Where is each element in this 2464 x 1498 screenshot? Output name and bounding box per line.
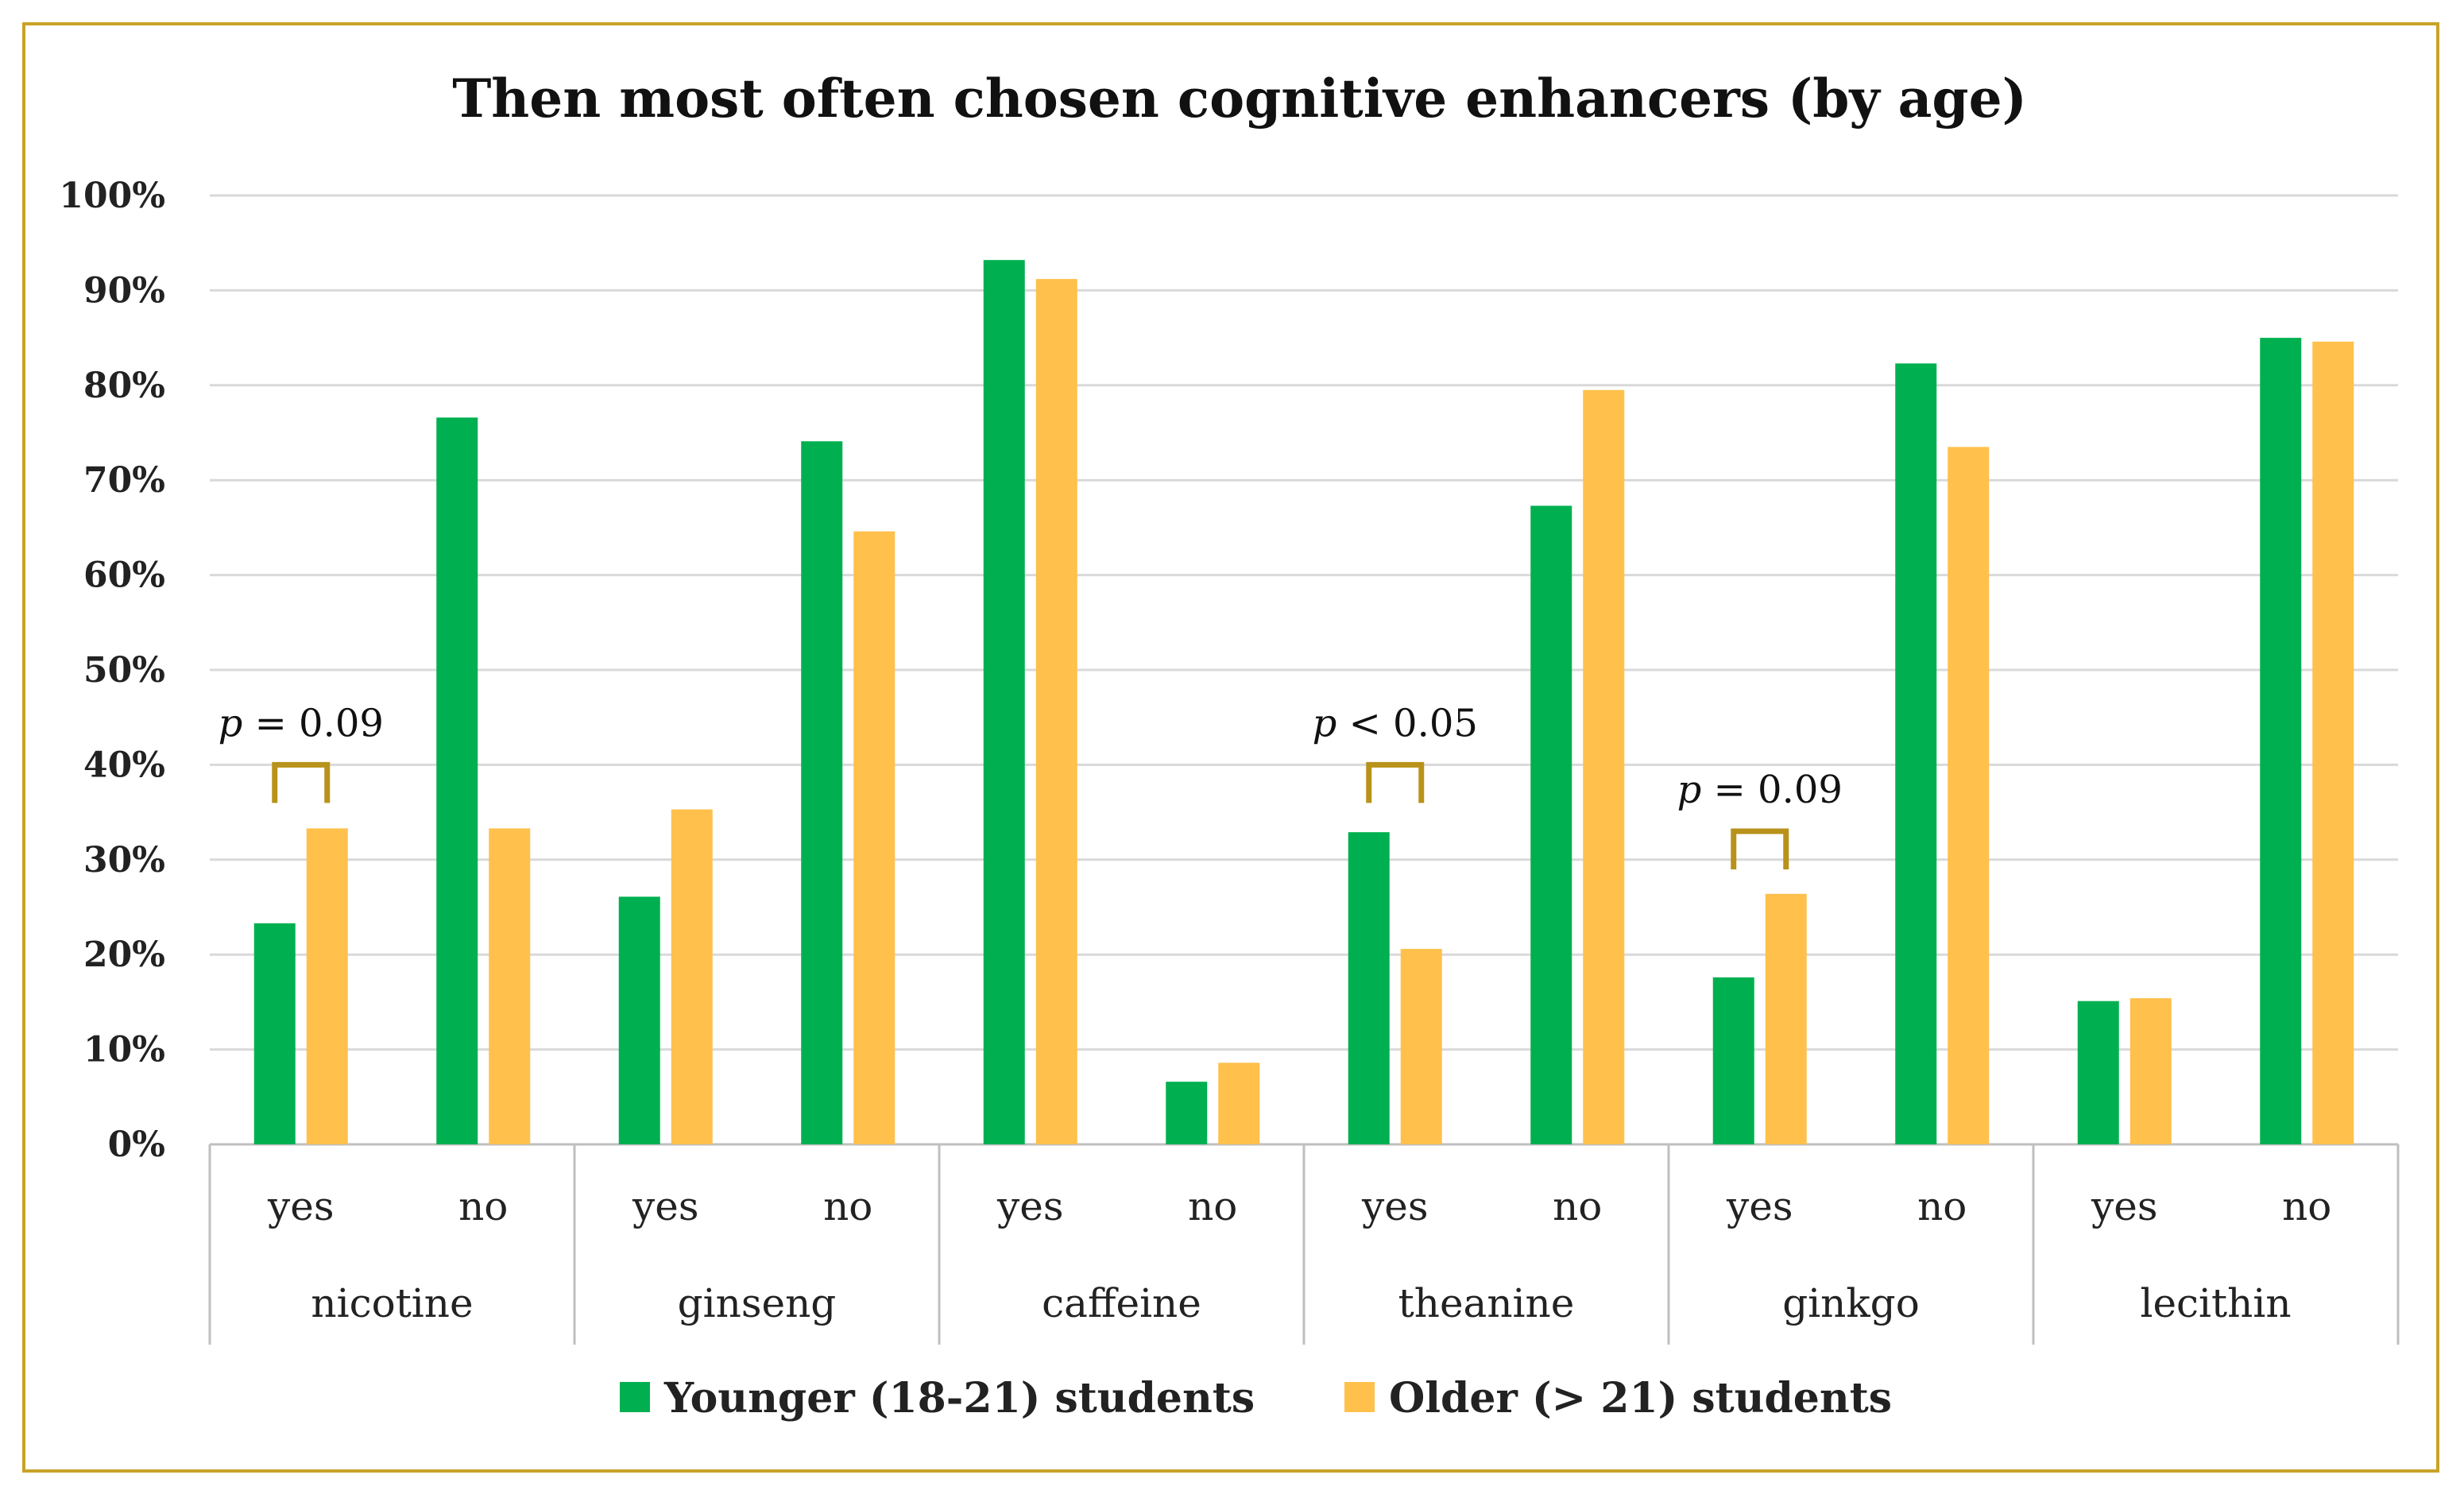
group-label: caffeine xyxy=(1042,1280,1201,1326)
group-label: theanine xyxy=(1398,1280,1575,1326)
group-label: lecithin xyxy=(2140,1280,2291,1326)
bar xyxy=(1348,832,1390,1144)
grid-layer xyxy=(210,194,2398,1146)
axis-layer: 0% 10% 20% 30% 40% 50% 60% 70% 80% 90% 100% yes no ye… xyxy=(59,176,2400,1345)
category-label: no xyxy=(1188,1183,1237,1229)
bar xyxy=(853,531,895,1144)
category-label: no xyxy=(458,1183,508,1229)
y-tick-label: 20% xyxy=(83,935,165,975)
bar xyxy=(253,923,296,1144)
chart-svg: Then most often chosen cognitive enhance… xyxy=(59,68,2400,1423)
p-value-label: p < 0.05 xyxy=(1313,701,1478,745)
bar xyxy=(801,441,843,1144)
category-label: no xyxy=(1917,1183,1967,1229)
bar xyxy=(1035,279,1077,1144)
y-tick-label: 30% xyxy=(83,840,165,881)
annotation-layer: p = 0.09 p < 0.05 p = 0.09 xyxy=(219,701,1843,869)
category-label: yes xyxy=(632,1183,699,1229)
bar xyxy=(1400,949,1442,1144)
legend-swatch xyxy=(620,1382,650,1412)
category-label: yes xyxy=(267,1183,335,1229)
y-tick-label: 40% xyxy=(83,745,165,785)
group-label: ginseng xyxy=(678,1280,837,1326)
category-label: no xyxy=(823,1183,872,1229)
y-tick-label: 50% xyxy=(83,650,165,691)
chart-title: Then most often chosen cognitive enhance… xyxy=(452,68,2027,130)
category-label: no xyxy=(1553,1183,1602,1229)
group-label: nicotine xyxy=(311,1280,473,1326)
significance-bracket xyxy=(1366,761,1425,803)
bar xyxy=(618,896,660,1144)
bar xyxy=(1712,977,1754,1144)
legend: Younger (18-21) students Older (> 21) stu… xyxy=(620,1374,1892,1423)
category-label: no xyxy=(2282,1183,2331,1229)
legend-label: Younger (18-21) students xyxy=(663,1374,1255,1423)
bar xyxy=(1765,893,1807,1144)
y-tick-label: 80% xyxy=(83,366,165,406)
p-value-label: p = 0.09 xyxy=(219,701,384,745)
bar xyxy=(671,809,713,1144)
bar xyxy=(1948,447,1990,1144)
category-label: yes xyxy=(996,1183,1064,1229)
bar xyxy=(2312,341,2354,1145)
bar xyxy=(1218,1063,1260,1144)
significance-bracket xyxy=(272,761,331,803)
bar xyxy=(983,260,1025,1144)
bar xyxy=(306,828,348,1144)
bar xyxy=(2077,1001,2119,1144)
bar xyxy=(1166,1082,1208,1144)
y-tick-label: 90% xyxy=(83,270,165,311)
category-label: yes xyxy=(2091,1183,2158,1229)
bar xyxy=(436,417,478,1144)
significance-bracket xyxy=(1731,828,1789,869)
bar xyxy=(2129,998,2172,1144)
bar xyxy=(1530,505,1572,1144)
y-tick-label: 10% xyxy=(83,1030,165,1070)
legend-label: Older (> 21) students xyxy=(1389,1374,1892,1423)
bar xyxy=(2260,338,2302,1145)
bars-layer xyxy=(253,260,2354,1145)
bar xyxy=(489,828,531,1144)
category-label: yes xyxy=(1361,1183,1429,1229)
y-tick-label: 0% xyxy=(108,1124,165,1165)
category-label: yes xyxy=(1726,1183,1793,1229)
bar xyxy=(1583,389,1625,1144)
y-tick-label: 100% xyxy=(59,176,165,216)
y-tick-label: 70% xyxy=(83,460,165,501)
group-label: ginkgo xyxy=(1782,1280,1920,1326)
p-value-label: p = 0.09 xyxy=(1677,768,1843,812)
chart-frame: Then most often chosen cognitive enhance… xyxy=(22,22,2439,1473)
y-tick-label: 60% xyxy=(83,555,165,596)
bar xyxy=(1895,363,1937,1144)
legend-swatch xyxy=(1344,1382,1375,1412)
